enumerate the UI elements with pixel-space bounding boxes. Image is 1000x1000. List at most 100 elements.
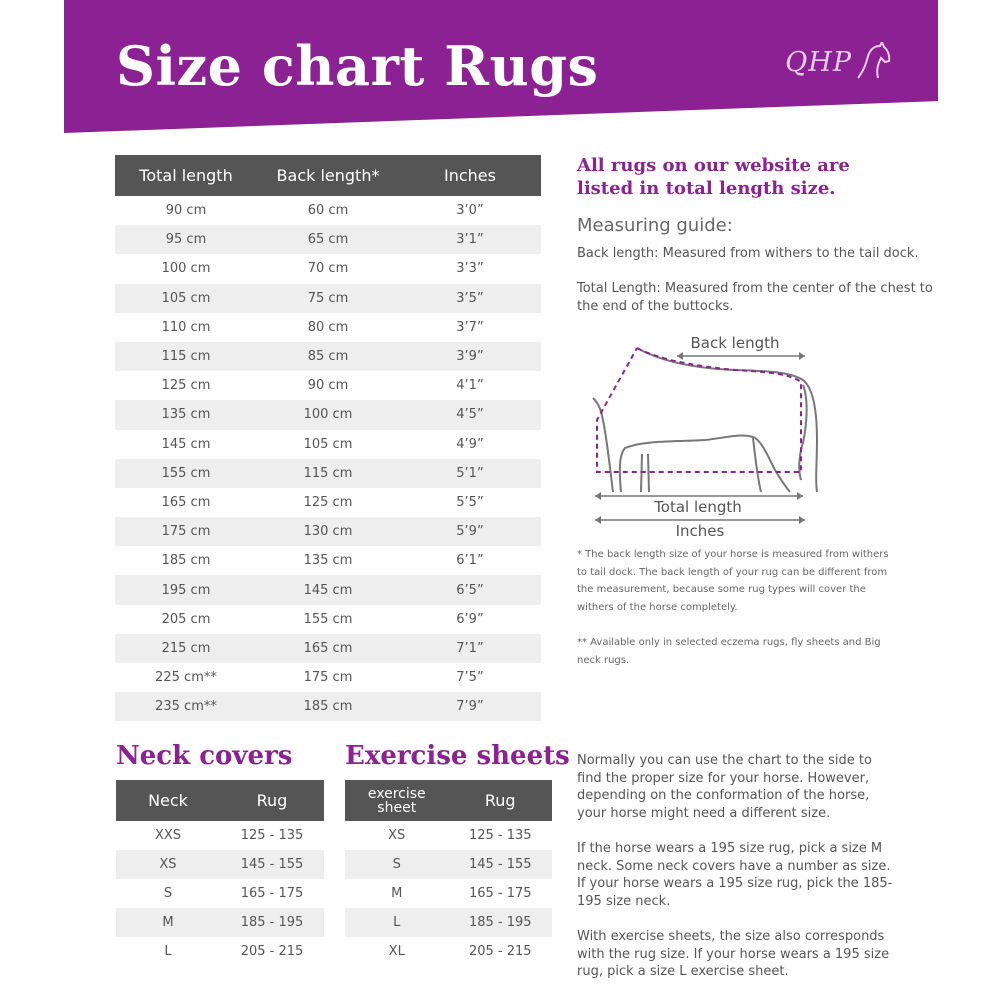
table-cell: 3’5” <box>399 283 541 313</box>
table-row: 95 cm 65 cm 3’1” <box>115 225 541 255</box>
table-row: XL 205 - 215 <box>345 937 552 966</box>
table-row: 205 cm 155 cm 6’9” <box>115 604 541 634</box>
column-header-inches: Inches <box>399 155 541 196</box>
table-cell: 205 cm <box>115 604 257 634</box>
table-cell: 145 - 155 <box>448 850 552 879</box>
table-cell: 80 cm <box>257 312 399 342</box>
horse-measuring-diagram: Back length Total length Inches <box>592 334 819 540</box>
table-cell: 90 cm <box>257 371 399 401</box>
horse-outline <box>636 347 819 493</box>
table-cell: 185 - 195 <box>220 908 324 937</box>
table-row: 185 cm 135 cm 6’1” <box>115 546 541 576</box>
table-row: 225 cm** 175 cm 7’5” <box>115 663 541 693</box>
table-cell: 7’5” <box>399 663 541 693</box>
table-row: XXS 125 - 135 <box>116 821 324 850</box>
table-row: 165 cm 125 cm 5’5” <box>115 487 541 518</box>
table-row: 110 cm 80 cm 3’7” <box>115 312 541 342</box>
rug-outline <box>596 347 802 473</box>
table-row: 100 cm 70 cm 3’3” <box>115 254 541 284</box>
table-cell: 5’9” <box>399 517 541 547</box>
table-row: 235 cm** 185 cm 7’9” <box>115 692 541 722</box>
table-cell: 115 cm <box>115 341 257 372</box>
table-cell: 110 cm <box>115 312 257 342</box>
table-cell: 90 cm <box>115 196 257 226</box>
table-cell: 225 cm** <box>115 663 257 693</box>
website-size-note: All rugs on our website are listed in to… <box>577 154 937 200</box>
table-cell: 125 - 135 <box>220 821 324 850</box>
table-cell: 185 cm <box>115 546 257 576</box>
back-length-description: Back length: Measured from withers to th… <box>577 246 919 261</box>
table-row: XS 145 - 155 <box>116 850 324 879</box>
table-cell: 165 cm <box>257 633 399 663</box>
table-cell: 5’5” <box>399 487 541 518</box>
back-length-label: Back length <box>691 334 780 352</box>
horse-head-icon <box>857 42 891 79</box>
column-header-rug: Rug <box>220 780 324 821</box>
total-length-description: Total Length: Measured from the center o… <box>577 281 933 314</box>
column-header-total-length: Total length <box>115 155 257 196</box>
qhp-logo: QHP <box>785 42 892 82</box>
table-cell: 155 cm <box>115 458 257 488</box>
table-row: 195 cm 145 cm 6’5” <box>115 575 541 605</box>
page-title: Size chart Rugs <box>116 34 599 98</box>
table-cell: 3’3” <box>399 254 541 284</box>
table-cell: 155 cm <box>257 604 399 634</box>
website-note-line: All rugs on our website are <box>577 155 850 176</box>
table-cell: XS <box>116 850 220 879</box>
table-header-row: exercise sheet Rug <box>345 780 552 821</box>
exercise-sizing-paragraph: With exercise sheets, the size also corr… <box>577 929 890 979</box>
table-cell: 175 cm <box>115 517 257 547</box>
table-cell: 105 cm <box>257 429 399 459</box>
table-cell: 4’5” <box>399 400 541 430</box>
table-row: 135 cm 100 cm 4’5” <box>115 400 541 430</box>
table-cell: 165 cm <box>115 487 257 518</box>
table-cell: 145 cm <box>257 575 399 605</box>
table-cell: 130 cm <box>257 517 399 547</box>
table-cell: 6’5” <box>399 575 541 605</box>
header-line: sheet <box>377 799 417 816</box>
table-cell: 3’0” <box>399 196 541 226</box>
table-row: 125 cm 90 cm 4’1” <box>115 371 541 401</box>
table-cell: 205 - 215 <box>448 937 552 966</box>
table-cell: L <box>345 908 449 937</box>
table-cell: 5’1” <box>399 458 541 488</box>
table-row: M 165 - 175 <box>345 879 552 908</box>
table-cell: 100 cm <box>115 254 257 284</box>
table-row: S 145 - 155 <box>345 850 552 879</box>
table-cell: 7’9” <box>399 692 541 722</box>
table-row: S 165 - 175 <box>116 879 324 908</box>
table-cell: 165 - 175 <box>220 879 324 908</box>
table-row: 155 cm 115 cm 5’1” <box>115 458 541 488</box>
table-row: 105 cm 75 cm 3’5” <box>115 283 541 313</box>
table-header-row: Neck Rug <box>116 780 324 821</box>
table-cell: 7’1” <box>399 633 541 663</box>
availability-footnote: ** Available only in selected eczema rug… <box>577 637 881 666</box>
table-row: L 205 - 215 <box>116 937 324 966</box>
neck-covers-title: Neck covers <box>116 741 293 771</box>
neck-sizing-paragraph: If the horse wears a 195 size rug, pick … <box>577 841 893 909</box>
table-row: 145 cm 105 cm 4’9” <box>115 429 541 459</box>
table-cell: 95 cm <box>115 225 257 255</box>
measuring-guide-title: Measuring guide: <box>577 215 733 236</box>
table-cell: 215 cm <box>115 633 257 663</box>
table-cell: XXS <box>116 821 220 850</box>
table-cell: 60 cm <box>257 196 399 226</box>
table-cell: 105 cm <box>115 283 257 313</box>
table-cell: 3’1” <box>399 225 541 255</box>
table-row: 115 cm 85 cm 3’9” <box>115 341 541 372</box>
table-row: M 185 - 195 <box>116 908 324 937</box>
exercise-sheets-table: exercise sheet Rug XS 125 - 135 S 145 - 155… <box>345 780 552 966</box>
column-header-back-length: Back length* <box>257 155 399 196</box>
table-cell: S <box>116 879 220 908</box>
exercise-sheets-title: Exercise sheets <box>345 741 570 771</box>
table-row: 90 cm 60 cm 3’0” <box>115 196 541 226</box>
table-cell: 125 - 135 <box>448 821 552 850</box>
table-cell: 4’1” <box>399 371 541 401</box>
table-cell: 6’1” <box>399 546 541 576</box>
back-length-footnote: * The back length size of your horse is … <box>577 549 889 613</box>
column-header-exercise-sheet: exercise sheet <box>345 780 449 821</box>
table-cell: 185 - 195 <box>448 908 552 937</box>
header-banner: Size chart Rugs QHP <box>64 0 938 133</box>
table-cell: 6’9” <box>399 604 541 634</box>
inches-label: Inches <box>676 522 725 540</box>
